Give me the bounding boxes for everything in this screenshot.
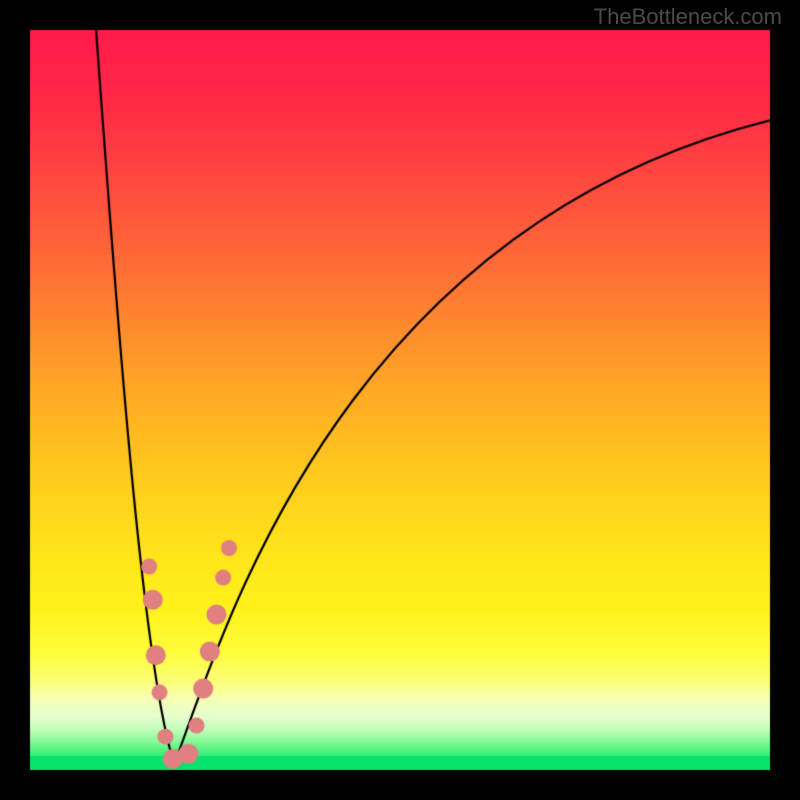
watermark-text: TheBottleneck.com [594,4,782,30]
chart-background [0,0,800,800]
chart-stage: TheBottleneck.com [0,0,800,800]
